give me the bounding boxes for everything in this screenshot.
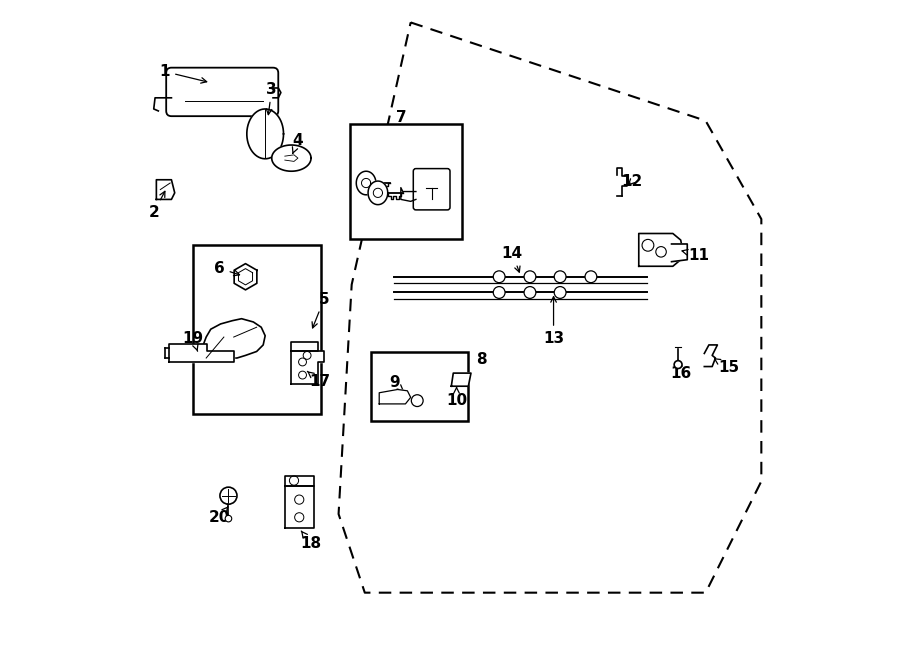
Text: 20: 20 xyxy=(209,507,230,525)
Polygon shape xyxy=(292,352,324,384)
Text: 2: 2 xyxy=(148,191,165,220)
Text: 17: 17 xyxy=(308,371,331,389)
FancyBboxPatch shape xyxy=(413,169,450,210)
Polygon shape xyxy=(169,344,234,362)
Text: 15: 15 xyxy=(715,359,739,375)
Polygon shape xyxy=(284,486,314,528)
Circle shape xyxy=(524,271,536,283)
Text: 1: 1 xyxy=(159,64,207,83)
Text: 10: 10 xyxy=(446,387,467,408)
Polygon shape xyxy=(379,389,410,404)
Bar xyxy=(350,124,462,239)
Bar xyxy=(372,352,468,421)
Circle shape xyxy=(220,487,237,504)
FancyBboxPatch shape xyxy=(166,67,278,116)
Text: 8: 8 xyxy=(476,352,487,368)
Text: 12: 12 xyxy=(622,174,643,188)
Text: 5: 5 xyxy=(312,292,329,328)
Circle shape xyxy=(524,287,536,298)
Polygon shape xyxy=(272,145,311,171)
Circle shape xyxy=(674,361,682,369)
Text: 11: 11 xyxy=(682,248,709,262)
Circle shape xyxy=(493,271,505,283)
Text: 4: 4 xyxy=(292,133,303,153)
Polygon shape xyxy=(705,345,717,367)
Bar xyxy=(194,245,321,414)
Polygon shape xyxy=(202,319,266,358)
Polygon shape xyxy=(639,233,683,266)
Text: 7: 7 xyxy=(395,110,406,125)
Polygon shape xyxy=(671,244,688,262)
Circle shape xyxy=(554,271,566,283)
Text: 16: 16 xyxy=(670,360,691,381)
Text: 19: 19 xyxy=(183,331,203,351)
Circle shape xyxy=(554,287,566,298)
Circle shape xyxy=(225,516,231,522)
Polygon shape xyxy=(368,181,388,205)
Polygon shape xyxy=(247,109,284,159)
Text: 14: 14 xyxy=(501,246,523,272)
Polygon shape xyxy=(157,180,175,200)
Text: 18: 18 xyxy=(301,531,321,551)
Text: 6: 6 xyxy=(214,260,239,276)
Circle shape xyxy=(585,271,597,283)
Text: 9: 9 xyxy=(389,375,403,391)
Text: 13: 13 xyxy=(543,297,564,346)
Text: 3: 3 xyxy=(266,82,277,114)
Polygon shape xyxy=(356,171,376,195)
Polygon shape xyxy=(451,373,471,386)
Circle shape xyxy=(493,287,505,298)
